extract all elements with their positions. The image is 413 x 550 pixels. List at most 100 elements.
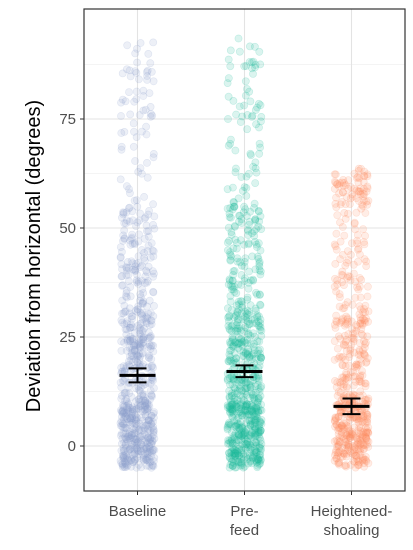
data-point xyxy=(225,449,234,458)
data-point xyxy=(350,184,359,193)
data-point xyxy=(224,317,233,325)
data-point xyxy=(138,315,147,324)
data-point xyxy=(338,373,347,382)
data-point xyxy=(251,304,260,313)
data-point xyxy=(141,435,149,444)
data-point xyxy=(240,402,249,410)
data-point xyxy=(248,111,257,120)
data-point xyxy=(247,405,256,414)
data-point xyxy=(245,320,253,329)
data-point xyxy=(250,227,259,236)
data-point xyxy=(233,254,242,263)
data-point xyxy=(128,414,137,422)
data-point xyxy=(130,437,139,446)
data-point xyxy=(244,226,253,235)
data-point xyxy=(134,342,143,350)
data-point xyxy=(235,321,244,330)
data-point xyxy=(135,419,144,428)
data-point xyxy=(116,378,125,387)
data-point xyxy=(143,447,151,456)
y-tick-label: 25 xyxy=(59,329,76,346)
data-point xyxy=(231,164,240,173)
data-point xyxy=(240,389,249,398)
data-point xyxy=(252,405,261,414)
data-point xyxy=(246,352,254,361)
data-point xyxy=(144,416,153,424)
data-point xyxy=(256,455,265,464)
data-point xyxy=(125,309,134,318)
data-point xyxy=(137,310,146,319)
data-point xyxy=(240,62,249,71)
data-point xyxy=(255,450,264,459)
data-point xyxy=(241,384,250,393)
data-point xyxy=(336,255,344,263)
data-point xyxy=(253,349,262,358)
data-point xyxy=(223,439,232,448)
data-point xyxy=(337,395,346,404)
data-point xyxy=(224,422,232,430)
data-point xyxy=(226,139,235,148)
data-point xyxy=(233,419,242,428)
data-point xyxy=(332,383,341,392)
data-point xyxy=(254,312,263,321)
data-point xyxy=(145,454,153,463)
data-point xyxy=(128,429,137,438)
data-point xyxy=(122,271,131,280)
data-point xyxy=(337,317,346,326)
data-point xyxy=(237,409,245,418)
data-point xyxy=(235,391,244,400)
data-point xyxy=(123,293,131,302)
data-point xyxy=(126,332,135,341)
data-point xyxy=(338,250,347,259)
data-point xyxy=(248,429,256,437)
data-point xyxy=(256,459,264,468)
data-point xyxy=(144,421,153,430)
data-point xyxy=(143,425,152,433)
data-point xyxy=(227,356,235,365)
data-point xyxy=(126,72,135,81)
data-point xyxy=(133,446,142,455)
data-point xyxy=(117,346,126,355)
data-point xyxy=(146,434,155,443)
data-point xyxy=(133,351,141,360)
x-tick-label-line: Heightened- xyxy=(311,503,393,520)
data-point xyxy=(136,293,145,301)
data-point xyxy=(133,358,142,366)
data-point xyxy=(223,238,232,247)
data-point xyxy=(250,412,259,421)
data-point xyxy=(129,433,138,442)
data-point xyxy=(244,240,253,249)
data-point xyxy=(239,315,248,324)
data-point xyxy=(361,441,369,449)
data-point xyxy=(135,387,144,395)
data-point xyxy=(226,248,234,256)
data-point xyxy=(241,307,250,316)
data-point xyxy=(342,369,350,377)
data-point xyxy=(131,449,139,458)
data-point xyxy=(241,410,250,419)
data-point xyxy=(118,296,127,305)
data-point xyxy=(229,202,238,211)
data-point xyxy=(256,267,265,276)
data-point xyxy=(127,234,136,243)
data-point xyxy=(124,432,133,441)
data-point xyxy=(254,239,263,248)
data-point xyxy=(118,463,127,471)
data-point xyxy=(143,400,151,408)
data-point xyxy=(229,97,238,105)
data-point xyxy=(125,420,134,429)
data-point xyxy=(127,462,136,471)
data-point xyxy=(233,449,242,458)
data-point xyxy=(255,443,263,452)
data-point xyxy=(147,419,156,428)
data-point xyxy=(255,442,264,450)
data-point xyxy=(137,440,146,449)
data-point xyxy=(130,127,138,136)
data-point xyxy=(224,74,233,83)
data-point xyxy=(249,275,257,284)
data-point xyxy=(149,341,158,350)
data-point xyxy=(243,225,252,234)
data-point xyxy=(240,277,249,285)
data-point xyxy=(142,317,151,326)
data-point xyxy=(140,253,148,262)
